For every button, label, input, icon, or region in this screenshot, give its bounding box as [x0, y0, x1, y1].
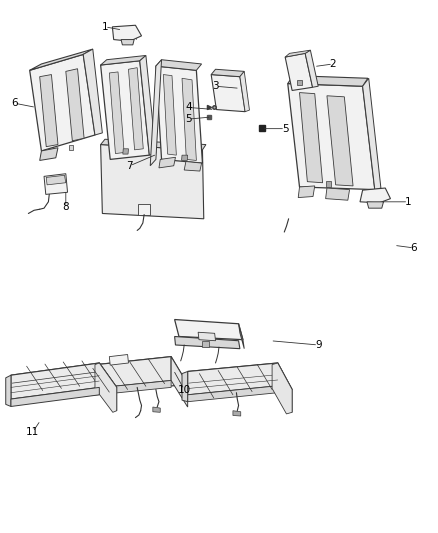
Polygon shape: [30, 54, 95, 151]
Polygon shape: [123, 149, 128, 154]
Polygon shape: [40, 148, 58, 160]
Polygon shape: [184, 161, 201, 171]
Polygon shape: [187, 386, 278, 402]
Polygon shape: [110, 354, 128, 365]
Polygon shape: [288, 84, 375, 190]
Polygon shape: [66, 69, 84, 141]
Polygon shape: [211, 75, 245, 112]
Polygon shape: [360, 188, 391, 203]
Polygon shape: [278, 363, 292, 413]
Text: 1: 1: [405, 197, 412, 207]
Polygon shape: [171, 357, 187, 407]
Polygon shape: [6, 375, 11, 407]
Polygon shape: [288, 76, 368, 86]
Polygon shape: [46, 175, 66, 185]
Polygon shape: [138, 204, 150, 215]
Polygon shape: [325, 188, 350, 200]
Polygon shape: [285, 50, 311, 57]
Polygon shape: [285, 53, 313, 91]
Text: 4: 4: [185, 102, 192, 112]
Polygon shape: [83, 49, 102, 135]
Text: 11: 11: [26, 427, 39, 437]
Polygon shape: [182, 155, 187, 160]
Polygon shape: [182, 372, 187, 402]
Polygon shape: [187, 363, 292, 398]
Polygon shape: [211, 69, 244, 77]
Text: 5: 5: [282, 124, 289, 134]
Polygon shape: [202, 341, 209, 347]
Polygon shape: [187, 363, 278, 395]
Polygon shape: [156, 66, 202, 163]
Text: 5: 5: [185, 114, 192, 124]
Text: 10: 10: [178, 384, 191, 394]
Polygon shape: [175, 336, 240, 349]
Polygon shape: [113, 25, 141, 41]
Polygon shape: [175, 319, 243, 340]
Polygon shape: [363, 78, 381, 190]
Polygon shape: [325, 181, 331, 187]
Polygon shape: [153, 407, 160, 413]
Text: 9: 9: [315, 340, 321, 350]
Polygon shape: [182, 78, 196, 160]
Polygon shape: [272, 363, 292, 414]
Polygon shape: [367, 202, 384, 208]
Text: 8: 8: [63, 202, 69, 212]
Polygon shape: [99, 363, 117, 411]
Polygon shape: [140, 55, 156, 155]
Polygon shape: [11, 363, 99, 399]
Polygon shape: [198, 332, 215, 341]
Polygon shape: [82, 381, 171, 397]
Polygon shape: [101, 139, 206, 150]
Polygon shape: [163, 75, 177, 155]
Polygon shape: [297, 80, 302, 85]
Text: 6: 6: [411, 243, 417, 253]
Polygon shape: [156, 60, 201, 70]
Polygon shape: [327, 96, 353, 186]
Polygon shape: [300, 93, 322, 183]
Polygon shape: [44, 174, 67, 195]
Polygon shape: [150, 60, 162, 166]
Polygon shape: [233, 411, 241, 416]
Polygon shape: [121, 39, 134, 45]
Polygon shape: [82, 357, 187, 394]
Polygon shape: [101, 144, 204, 219]
Text: 7: 7: [127, 161, 133, 171]
Polygon shape: [110, 72, 124, 154]
Polygon shape: [128, 68, 143, 150]
Polygon shape: [101, 61, 149, 159]
Text: 6: 6: [11, 98, 18, 108]
Polygon shape: [30, 49, 93, 70]
Polygon shape: [40, 75, 58, 147]
Polygon shape: [159, 157, 176, 168]
Polygon shape: [69, 144, 73, 150]
Polygon shape: [305, 50, 318, 87]
Polygon shape: [239, 324, 244, 349]
Polygon shape: [298, 186, 315, 198]
Polygon shape: [11, 363, 117, 400]
Text: 1: 1: [102, 22, 108, 32]
Text: 2: 2: [330, 59, 336, 69]
Polygon shape: [95, 363, 117, 413]
Polygon shape: [101, 55, 146, 65]
Text: 3: 3: [212, 81, 219, 91]
Polygon shape: [82, 357, 171, 390]
Polygon shape: [240, 71, 250, 112]
Polygon shape: [11, 387, 99, 407]
